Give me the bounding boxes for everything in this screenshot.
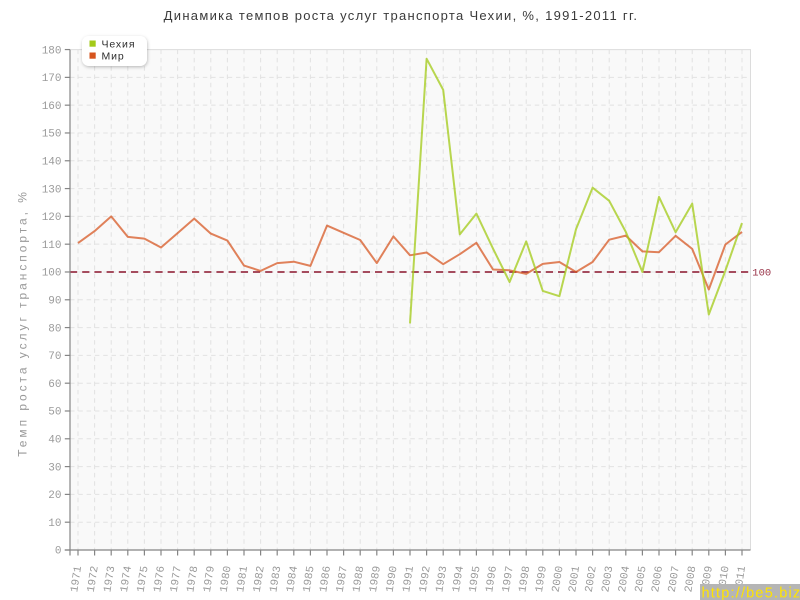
svg-text:http://be5.biz/: http://be5.biz/ (702, 586, 800, 600)
svg-text:0: 0 (55, 546, 62, 558)
svg-text:80: 80 (48, 323, 61, 335)
svg-text:1977: 1977 (169, 565, 185, 593)
svg-text:20: 20 (48, 490, 61, 502)
svg-text:140: 140 (42, 157, 62, 169)
svg-text:1983: 1983 (268, 565, 284, 593)
svg-text:1995: 1995 (468, 565, 484, 593)
svg-text:2007: 2007 (667, 565, 683, 593)
svg-text:160: 160 (42, 101, 62, 113)
svg-text:2004: 2004 (617, 565, 633, 593)
svg-text:1996: 1996 (484, 565, 500, 593)
svg-text:1978: 1978 (185, 565, 201, 593)
svg-text:1985: 1985 (302, 565, 318, 593)
svg-text:1980: 1980 (219, 565, 235, 593)
svg-text:2000: 2000 (551, 565, 567, 593)
svg-text:1999: 1999 (534, 565, 550, 593)
svg-text:1982: 1982 (252, 565, 268, 593)
svg-text:Чехия: Чехия (102, 38, 136, 50)
svg-text:1984: 1984 (285, 565, 301, 593)
svg-text:1979: 1979 (202, 565, 218, 593)
svg-text:1993: 1993 (434, 565, 450, 593)
svg-text:180: 180 (42, 45, 62, 57)
svg-text:10: 10 (48, 518, 61, 530)
svg-text:170: 170 (42, 73, 62, 85)
svg-text:2005: 2005 (634, 565, 650, 593)
svg-text:1976: 1976 (152, 565, 168, 593)
svg-text:100: 100 (42, 268, 62, 280)
svg-text:1971: 1971 (69, 565, 85, 593)
svg-text:1992: 1992 (418, 565, 434, 593)
svg-text:150: 150 (42, 129, 62, 141)
svg-text:1972: 1972 (86, 565, 102, 593)
svg-text:2001: 2001 (567, 565, 583, 593)
svg-text:1994: 1994 (451, 565, 467, 593)
svg-text:60: 60 (48, 379, 61, 391)
svg-text:1974: 1974 (119, 565, 135, 593)
svg-text:1973: 1973 (102, 565, 118, 593)
svg-text:1988: 1988 (351, 565, 367, 593)
svg-text:Мир: Мир (102, 50, 125, 62)
svg-text:40: 40 (48, 435, 61, 447)
svg-text:2002: 2002 (584, 565, 600, 593)
svg-text:1987: 1987 (335, 565, 351, 593)
svg-text:1990: 1990 (385, 565, 401, 593)
svg-text:2008: 2008 (683, 565, 699, 593)
svg-text:1989: 1989 (368, 565, 384, 593)
svg-text:1998: 1998 (517, 565, 533, 593)
svg-text:Динамика темпов роста услуг тр: Динамика темпов роста услуг транспорта Ч… (164, 8, 639, 23)
svg-text:110: 110 (42, 240, 62, 252)
svg-text:30: 30 (48, 462, 61, 474)
svg-text:50: 50 (48, 407, 61, 419)
svg-text:120: 120 (42, 212, 62, 224)
svg-text:1991: 1991 (401, 565, 417, 593)
svg-text:100: 100 (752, 268, 771, 280)
svg-text:90: 90 (48, 296, 61, 308)
svg-text:130: 130 (42, 184, 62, 196)
svg-text:2006: 2006 (650, 565, 666, 593)
svg-text:2003: 2003 (600, 565, 616, 593)
svg-text:70: 70 (48, 351, 61, 363)
svg-text:1981: 1981 (235, 565, 251, 593)
svg-text:1986: 1986 (318, 565, 334, 593)
svg-text:1997: 1997 (501, 565, 517, 593)
svg-text:Темп роста услуг транспорта, %: Темп роста услуг транспорта, % (15, 189, 29, 457)
svg-text:1975: 1975 (136, 565, 152, 593)
